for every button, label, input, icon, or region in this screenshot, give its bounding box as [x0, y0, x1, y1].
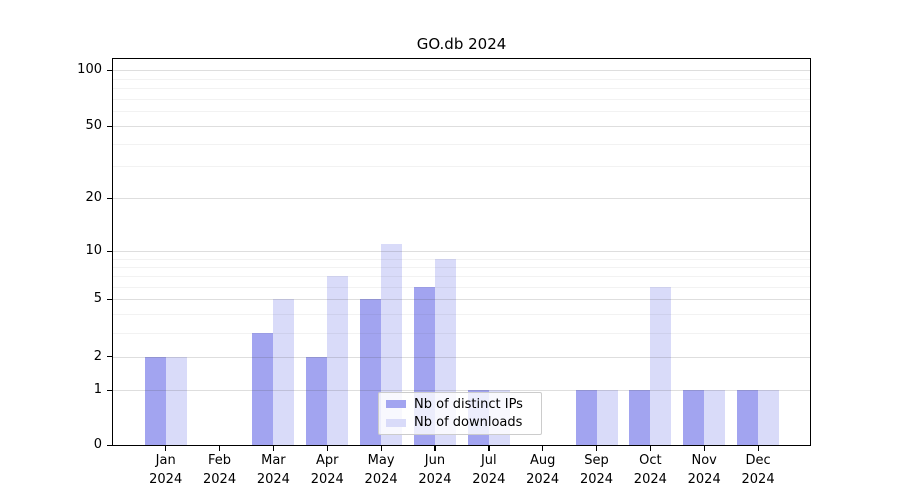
- y-tick-5: [107, 298, 113, 300]
- legend-label-distinct-ips: Nb of distinct IPs: [414, 396, 523, 412]
- gridline-minor-60: [113, 111, 810, 113]
- gridline-major-20: [113, 198, 810, 200]
- legend-label-downloads: Nb of downloads: [414, 415, 523, 431]
- y-tick-0: [107, 444, 113, 446]
- gridline-minor-70: [113, 98, 810, 100]
- bar-distinct-ips-oct: [629, 390, 651, 445]
- gridline-minor-8: [113, 266, 810, 268]
- gridline-major-10: [113, 251, 810, 253]
- gridline-major-100: [113, 70, 810, 72]
- x-tick-feb: [219, 446, 221, 451]
- gridline-minor-6: [113, 286, 810, 288]
- gridline-minor-30: [113, 166, 810, 168]
- y-tick-20: [107, 197, 113, 199]
- y-tick-100: [107, 69, 113, 71]
- y-tick-10: [107, 250, 113, 252]
- gridline-minor-90: [113, 78, 810, 80]
- bar-distinct-ips-apr: [306, 356, 328, 445]
- x-tick-jun: [434, 446, 436, 451]
- y-tick-label-10: 10: [85, 243, 102, 258]
- bar-downloads-jan: [165, 356, 187, 445]
- y-tick-2: [107, 356, 113, 358]
- y-tick-label-2: 2: [93, 348, 102, 364]
- gridline-major-2: [113, 356, 810, 358]
- gridline-major-50: [113, 126, 810, 128]
- x-tick-mar: [272, 446, 275, 451]
- y-tick-label-5: 5: [93, 291, 102, 306]
- bar-distinct-ips-sep: [575, 390, 597, 445]
- gridline-minor-40: [113, 143, 810, 145]
- x-tick-label-sep: Sep 2024: [579, 453, 614, 487]
- gridline-minor-7: [113, 276, 810, 278]
- x-tick-label-nov: Nov 2024: [687, 453, 721, 487]
- legend: Nb of distinct IPs Nb of downloads: [378, 392, 542, 435]
- x-tick-label-feb: Feb 2024: [203, 453, 237, 487]
- bar-distinct-ips-mar: [252, 332, 274, 445]
- gridline-minor-9: [113, 258, 810, 260]
- x-tick-may: [380, 446, 382, 451]
- legend-entry-distinct-ips: Nb of distinct IPs: [386, 395, 534, 413]
- y-tick-50: [107, 125, 113, 127]
- y-tick-label-100: 100: [77, 62, 102, 77]
- y-tick-label-20: 20: [85, 190, 102, 205]
- bar-distinct-ips-nov: [683, 390, 705, 445]
- bar-downloads-apr: [327, 276, 349, 445]
- y-tick-label-50: 50: [85, 118, 102, 133]
- bar-distinct-ips-jan: [144, 356, 166, 445]
- y-tick-1: [107, 389, 113, 391]
- x-tick-label-jul: Jul 2024: [472, 453, 506, 487]
- gridline-minor-80: [113, 88, 810, 90]
- x-tick-label-aug: Aug 2024: [526, 453, 560, 487]
- x-tick-label-jun: Jun 2024: [418, 453, 452, 487]
- bar-downloads-dec: [758, 390, 780, 445]
- x-tick-label-oct: Oct 2024: [633, 453, 667, 487]
- gridline-major-1: [113, 390, 810, 392]
- x-tick-jan: [165, 446, 167, 451]
- y-tick-label-1: 1: [93, 382, 102, 397]
- x-tick-aug: [542, 446, 544, 451]
- x-tick-jul: [488, 446, 490, 451]
- bar-distinct-ips-dec: [737, 390, 759, 445]
- legend-entry-downloads: Nb of downloads: [386, 414, 534, 432]
- legend-swatch-distinct-ips: [386, 400, 406, 409]
- bar-distinct-ips-may: [360, 299, 382, 445]
- gridline-minor-4: [113, 314, 810, 316]
- bar-downloads-nov: [704, 390, 726, 445]
- y-tick-label-0: 0: [93, 437, 102, 452]
- x-tick-nov: [703, 446, 705, 451]
- legend-swatch-downloads: [386, 418, 406, 427]
- gridline-minor-3: [113, 332, 810, 334]
- x-tick-label-may: May 2024: [364, 453, 398, 487]
- gridline-major-5: [113, 299, 810, 301]
- bar-downloads-sep: [596, 390, 618, 445]
- bar-downloads-oct: [650, 286, 672, 445]
- bar-downloads-mar: [273, 299, 295, 445]
- x-tick-apr: [326, 446, 329, 451]
- x-tick-label-mar: Mar 2024: [256, 453, 290, 487]
- x-tick-dec: [757, 446, 759, 451]
- x-tick-oct: [649, 446, 652, 451]
- x-tick-label-apr: Apr 2024: [310, 453, 344, 487]
- x-tick-sep: [596, 446, 598, 451]
- chart-title: GO.db 2024: [416, 35, 507, 53]
- x-tick-label-jan: Jan 2024: [149, 453, 183, 487]
- x-tick-label-dec: Dec 2024: [741, 453, 775, 487]
